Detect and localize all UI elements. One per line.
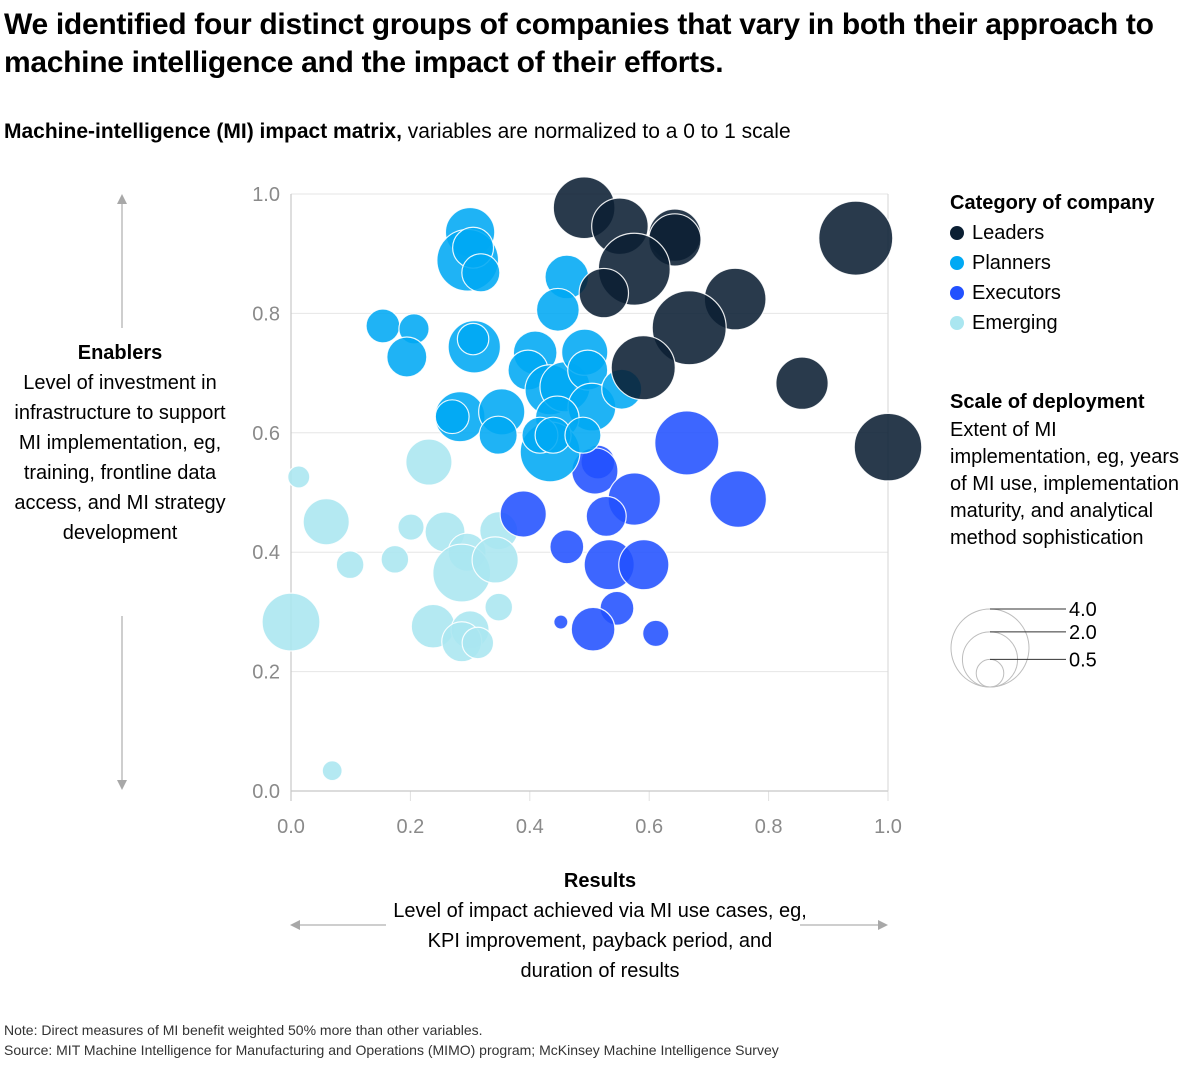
size-legend-circle <box>950 608 1030 688</box>
series-emerging <box>261 438 519 782</box>
bubble-planners <box>456 322 490 356</box>
y-arrow-down-icon <box>117 780 127 790</box>
legend-dot-icon <box>950 286 964 300</box>
footer-note: Note: Direct measures of MI benefit weig… <box>4 1022 483 1038</box>
bubble-emerging <box>405 438 453 486</box>
legend-label: Emerging <box>972 312 1058 334</box>
bubble-executors <box>585 495 627 537</box>
y-tick-label: 0.6 <box>252 423 280 445</box>
bubble-executors <box>709 470 768 528</box>
chart-title: We identified four distinct groups of co… <box>4 8 1154 79</box>
legend-dot-icon <box>950 256 964 270</box>
legend-label: Leaders <box>972 222 1045 244</box>
series-executors <box>499 410 768 652</box>
y-tick-label: 1.0 <box>252 184 280 206</box>
size-legend-label: 2.0 <box>1069 622 1097 644</box>
x-axis-description: Level of impact achieved via MI use case… <box>393 900 807 982</box>
legend-item-leaders: Leaders <box>950 218 1195 248</box>
bubble-executors <box>654 410 720 476</box>
bubble-emerging <box>321 760 343 782</box>
axis-arrows <box>117 194 888 930</box>
footer-source: Source: MIT Machine Intelligence for Man… <box>4 1042 779 1058</box>
bubble-leaders <box>853 412 923 482</box>
bubble-planners <box>365 308 401 344</box>
bubble-emerging <box>302 498 350 546</box>
bubble-executors <box>553 614 569 630</box>
size-legend-heading: Scale of deployment <box>950 391 1145 413</box>
bubble-emerging <box>461 626 495 660</box>
bubble-planners <box>478 415 518 455</box>
size-legend: Scale of deployment Extent of MI impleme… <box>950 387 1195 552</box>
x-axis-label: Results Level of impact achieved via MI … <box>390 866 810 986</box>
footer: Note: Direct measures of MI benefit weig… <box>4 1020 779 1060</box>
x-tick-label: 1.0 <box>874 816 902 838</box>
bubble-planners <box>386 336 428 378</box>
bubble-emerging <box>287 465 311 489</box>
series-leaders <box>552 176 923 482</box>
bubble-leaders <box>578 267 630 319</box>
bubble-executors <box>642 619 670 648</box>
legend-label: Planners <box>972 252 1051 274</box>
bubble-leaders <box>610 335 676 401</box>
legend-item-planners: Planners <box>950 248 1195 278</box>
y-tick-label: 0.0 <box>252 781 280 803</box>
legend-heading: Category of company <box>950 192 1155 214</box>
y-tick-label: 0.4 <box>252 542 280 564</box>
bubble-emerging <box>261 592 321 652</box>
y-arrow-up-icon <box>117 194 127 204</box>
bubble-executors <box>570 606 616 652</box>
bubbles <box>261 176 923 782</box>
y-axis-label: Enablers Level of investment in infrastr… <box>12 338 228 548</box>
y-axis-description: Level of investment in infrastructure to… <box>14 372 226 544</box>
bubble-leaders <box>651 290 727 366</box>
bubble-emerging <box>380 544 410 574</box>
x-arrow-right-icon <box>878 920 888 930</box>
bubble-planners <box>564 416 602 454</box>
x-tick-label: 0.4 <box>516 816 544 838</box>
size-legend-description: Extent of MI implementation, eg, years o… <box>950 419 1180 549</box>
y-tick-label: 0.2 <box>252 662 280 684</box>
chart-subtitle: Machine-intelligence (MI) impact matrix,… <box>4 118 791 146</box>
bubble-planners <box>535 287 580 332</box>
bubble-leaders <box>818 200 894 276</box>
size-legend-circle <box>975 658 1005 688</box>
series-planners <box>365 206 643 483</box>
bubble-emerging <box>484 592 514 622</box>
x-axis-heading: Results <box>563 870 637 892</box>
legend-item-executors: Executors <box>950 278 1195 308</box>
bubble-executors <box>549 529 585 565</box>
bubble-executors <box>499 490 547 538</box>
bubble-emerging <box>397 513 425 541</box>
legend-dot-icon <box>950 316 964 330</box>
x-arrow-left-icon <box>290 920 300 930</box>
category-legend: Category of company Leaders Planners Exe… <box>950 188 1195 338</box>
size-legend-label: 4.0 <box>1069 599 1097 621</box>
x-tick-label: 0.8 <box>755 816 783 838</box>
y-axis-heading: Enablers <box>77 342 163 364</box>
bubble-emerging <box>471 536 519 584</box>
legend-label: Executors <box>972 282 1061 304</box>
size-legend-label: 0.5 <box>1069 649 1097 671</box>
y-tick-label: 0.8 <box>252 303 280 325</box>
axes: 0.0 0.2 0.4 0.6 0.8 1.0 0.0 0.2 0.4 0.6 0.8 1.0 <box>252 184 902 838</box>
legend-dot-icon <box>950 226 964 240</box>
subtitle-bold: Machine-intelligence (MI) impact matrix, <box>4 120 402 143</box>
x-tick-label: 0.6 <box>635 816 663 838</box>
x-tick-label: 0.0 <box>277 816 305 838</box>
legend-item-emerging: Emerging <box>950 308 1195 338</box>
size-legend-graphic: 4.02.0 0.5 <box>950 599 1097 688</box>
subtitle-rest: variables are normalized to a 0 to 1 sca… <box>401 120 791 143</box>
x-tick-label: 0.2 <box>396 816 424 838</box>
bubble-leaders <box>775 356 829 411</box>
bubble-planners <box>461 253 501 293</box>
bubble-executors <box>618 539 670 591</box>
bubble-planners <box>434 399 470 435</box>
bubble-emerging <box>335 550 365 580</box>
